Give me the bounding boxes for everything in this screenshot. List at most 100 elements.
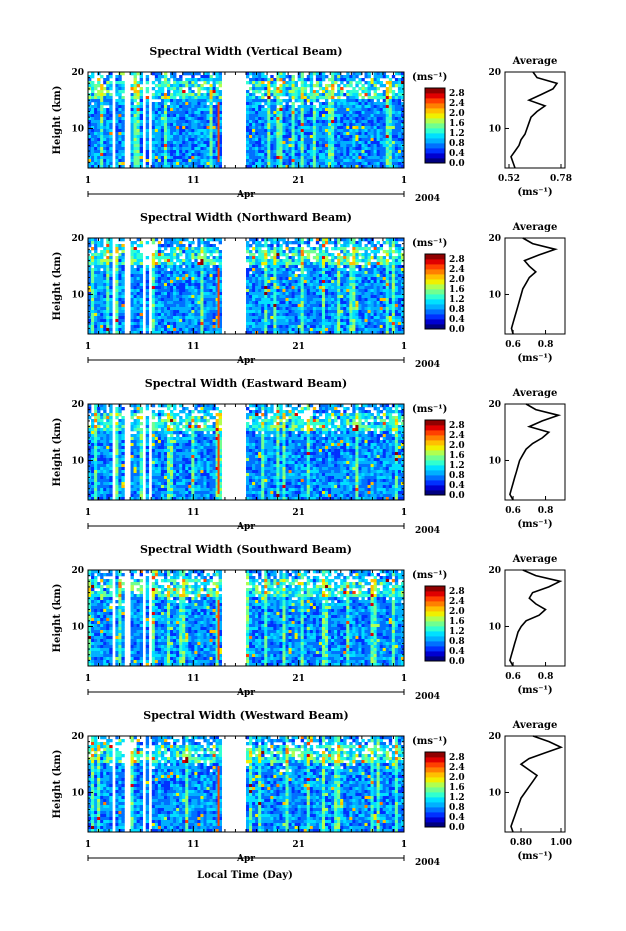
heatmap-cell (203, 253, 207, 257)
heatmap-cell (252, 129, 256, 133)
heatmap-cell (136, 159, 140, 163)
heatmap-cell (157, 292, 162, 296)
heatmap-cell (270, 129, 274, 133)
heatmap-cell (109, 322, 113, 326)
heatmap-cell (197, 150, 201, 154)
heatmap-cell (391, 150, 396, 154)
heatmap-cell (276, 268, 280, 272)
heatmap-cell (106, 102, 110, 106)
heatmap-cell (288, 117, 292, 121)
heatmap-cell (318, 108, 323, 112)
heatmap-cell (209, 84, 213, 88)
heatmap-cell (157, 322, 162, 326)
heatmap-cell (300, 165, 305, 168)
heatmap-cell (261, 301, 265, 305)
heatmap-cell (121, 132, 125, 136)
heatmap-cell (328, 298, 332, 302)
heatmap-cell (297, 250, 301, 254)
heatmap-cell (261, 132, 265, 136)
heatmap-cell (106, 81, 110, 85)
heatmap-cell (346, 126, 350, 130)
heatmap-cell (279, 153, 283, 157)
colorbar-label: 2.4 (449, 99, 465, 109)
heatmap-cell (382, 126, 387, 130)
heatmap-cell (343, 250, 347, 254)
heatmap-cell (264, 117, 268, 121)
heatmap-cell (246, 111, 250, 115)
heatmap-cell (191, 78, 195, 82)
heatmap-cell (188, 250, 192, 254)
heatmap-cell (170, 247, 174, 251)
heatmap-cell (121, 108, 125, 112)
heatmap-cell (303, 162, 308, 166)
heatmap-cell (197, 78, 201, 82)
heatmap-cell (212, 93, 216, 97)
heatmap-cell (109, 241, 113, 245)
heatmap-cell (218, 126, 222, 130)
heatmap-cell (352, 90, 356, 94)
heatmap-cell (121, 117, 125, 121)
heatmap-cell (209, 126, 213, 130)
heatmap-cell (318, 153, 323, 157)
heatmap-cell (352, 159, 356, 163)
heatmap-cell (252, 138, 256, 142)
heatmap-cell (309, 114, 314, 118)
heatmap-cell (394, 165, 399, 168)
heatmap-cell (382, 96, 387, 100)
heatmap-cell (294, 108, 298, 112)
heatmap-cell (136, 72, 140, 76)
heatmap-cell (300, 84, 305, 88)
heatmap-cell (312, 280, 317, 284)
heatmap-cell (139, 78, 143, 82)
heatmap-cell (331, 322, 335, 326)
heatmap-cell (370, 114, 374, 118)
heatmap-cell (170, 126, 174, 130)
heatmap-cell (343, 93, 347, 97)
heatmap-cell (215, 138, 219, 142)
heatmap-cell (331, 292, 335, 296)
heatmap-cell (325, 274, 329, 278)
heatmap-cell (167, 81, 171, 85)
heatmap-cell (325, 96, 329, 100)
heatmap-cell (337, 138, 341, 142)
heatmap-cell (267, 280, 271, 284)
heatmap-cell (118, 162, 122, 166)
heatmap-cell (249, 304, 253, 308)
heatmap-cell (246, 271, 250, 275)
heatmap-cell (151, 319, 156, 323)
heatmap-cell (346, 159, 350, 163)
heatmap-cell (267, 105, 271, 109)
heatmap-cell (337, 256, 341, 260)
heatmap-cell (154, 123, 159, 127)
heatmap-cell (297, 132, 301, 136)
heatmap-cell (106, 325, 110, 329)
heatmap-cell (291, 165, 295, 168)
heatmap-cell (312, 150, 317, 154)
heatmap-cell (209, 277, 213, 281)
heatmap-cell (361, 129, 365, 133)
heatmap-cell (318, 298, 323, 302)
heatmap-cell (176, 141, 180, 145)
colorbar-label: 0.4 (449, 149, 465, 159)
heatmap-cell (167, 271, 171, 275)
heatmap-cell (288, 307, 292, 311)
heatmap-cell (321, 72, 326, 76)
heatmap-cell (315, 126, 320, 130)
heatmap-cell (315, 111, 320, 115)
heatmap-cell (337, 259, 341, 263)
heatmap-cell (258, 319, 262, 323)
heatmap-cell (197, 304, 201, 308)
heatmap-cell (309, 93, 314, 97)
heatmap-cell (130, 147, 134, 151)
heatmap-cell (376, 150, 380, 154)
heatmap-cell (133, 81, 137, 85)
heatmap-cell (203, 126, 207, 130)
heatmap-cell (300, 141, 305, 145)
heatmap-cell (145, 111, 150, 115)
heatmap-cell (151, 286, 156, 290)
heatmap-cell (249, 159, 253, 163)
heatmap-cell (157, 135, 162, 139)
heatmap-cell (91, 114, 95, 118)
heatmap-cell (94, 325, 98, 329)
heatmap-cell (91, 283, 95, 287)
